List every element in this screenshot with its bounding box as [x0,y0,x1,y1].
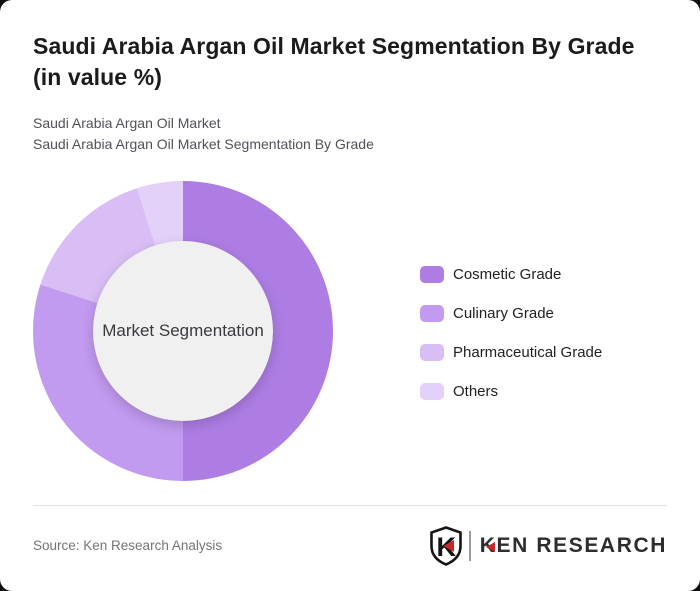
legend-item: Culinary Grade [420,305,602,322]
donut-hole: Market Segmentation [93,241,273,421]
legend-item: Cosmetic Grade [420,266,602,283]
legend-label: Others [453,383,499,400]
legend-label: Culinary Grade [453,305,554,322]
chart-subtitle: Saudi Arabia Argan Oil Market Saudi Arab… [33,113,374,155]
subtitle-line-1: Saudi Arabia Argan Oil Market [33,115,221,131]
donut-chart-area: Market Segmentation [33,181,333,481]
chart-title: Saudi Arabia Argan Oil Market Segmentati… [33,33,635,90]
subtitle-line-2: Saudi Arabia Argan Oil Market Segmentati… [33,136,374,152]
footer: Source: Ken Research Analysis K KEN RESE… [33,505,667,585]
legend-label: Cosmetic Grade [453,266,562,283]
legend-swatch [420,305,444,322]
donut-center-label: Market Segmentation [102,321,264,340]
logo-wordmark: KEN RESEARCH [480,534,667,558]
source-text: Source: Ken Research Analysis [33,538,223,553]
legend-swatch [420,344,444,361]
logo-wordmark-rest: EN RESEARCH [496,533,667,557]
legend-label: Pharmaceutical Grade [453,344,603,361]
ken-research-logo: K KEN RESEARCH [429,525,667,566]
legend-swatch [420,383,444,400]
logo-wordmark-k: K [479,533,497,557]
logo-divider [468,530,471,561]
legend-item: Pharmaceutical Grade [420,344,602,361]
legend-item: Others [420,383,602,400]
legend: Cosmetic Grade Culinary Grade Pharmaceutic… [420,266,602,400]
legend-swatch [420,266,444,283]
shield-k-icon: K [429,525,462,566]
